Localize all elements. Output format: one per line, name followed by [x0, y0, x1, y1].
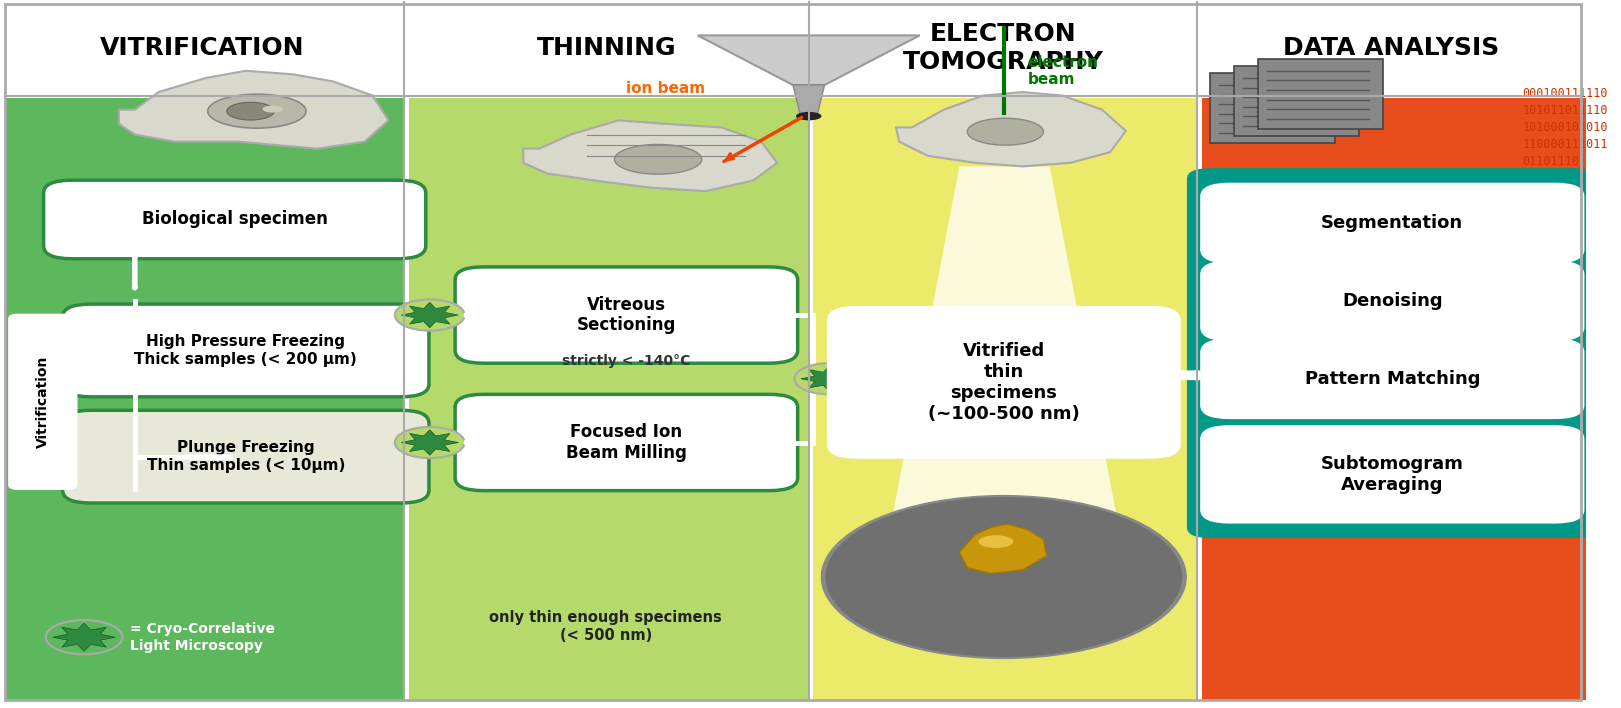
- Circle shape: [396, 299, 465, 331]
- FancyBboxPatch shape: [1209, 73, 1336, 143]
- Text: ion beam: ion beam: [626, 81, 705, 96]
- FancyBboxPatch shape: [1201, 426, 1584, 523]
- Polygon shape: [400, 302, 459, 328]
- Polygon shape: [801, 366, 858, 392]
- FancyBboxPatch shape: [1258, 59, 1383, 129]
- Text: Plunge Freezing
Thin samples (< 10μm): Plunge Freezing Thin samples (< 10μm): [146, 440, 345, 473]
- Text: = Cryo-Correlative
Light Microscopy: = Cryo-Correlative Light Microscopy: [130, 622, 276, 653]
- FancyBboxPatch shape: [1234, 66, 1358, 136]
- FancyBboxPatch shape: [5, 2, 1580, 96]
- Text: THINNING: THINNING: [537, 36, 676, 59]
- FancyBboxPatch shape: [828, 307, 1178, 457]
- Polygon shape: [896, 92, 1127, 166]
- Text: Subtomogram
Averaging: Subtomogram Averaging: [1321, 455, 1464, 493]
- Text: only thin enough specimens
(< 500 nm): only thin enough specimens (< 500 nm): [490, 610, 721, 644]
- Text: Segmentation: Segmentation: [1321, 214, 1464, 232]
- Text: electron
beam: electron beam: [1028, 55, 1099, 87]
- Text: DATA ANALYSIS: DATA ANALYSIS: [1284, 36, 1499, 59]
- Ellipse shape: [614, 144, 702, 174]
- FancyBboxPatch shape: [1203, 98, 1585, 700]
- Text: Vitrified
thin
specimens
(~100-500 nm): Vitrified thin specimens (~100-500 nm): [927, 342, 1080, 423]
- FancyBboxPatch shape: [63, 304, 430, 396]
- Circle shape: [822, 496, 1187, 658]
- Ellipse shape: [263, 105, 284, 113]
- Text: High Pressure Freezing
Thick samples (< 200 μm): High Pressure Freezing Thick samples (< …: [135, 334, 357, 367]
- Text: Focused Ion
Beam Milling: Focused Ion Beam Milling: [566, 423, 687, 462]
- Ellipse shape: [227, 103, 274, 120]
- Polygon shape: [52, 623, 115, 651]
- FancyBboxPatch shape: [1201, 183, 1584, 262]
- FancyBboxPatch shape: [5, 98, 404, 700]
- Ellipse shape: [796, 112, 822, 120]
- Text: VITRIFICATION: VITRIFICATION: [101, 36, 305, 59]
- Text: 000100111110
101011011110
101000101010
110000111011
01101110: 000100111110 101011011110 101000101010 1…: [1522, 87, 1608, 168]
- Text: Denoising: Denoising: [1342, 292, 1443, 310]
- Polygon shape: [960, 524, 1047, 573]
- Polygon shape: [118, 71, 389, 149]
- Text: Biological specimen: Biological specimen: [141, 210, 327, 229]
- FancyBboxPatch shape: [408, 98, 809, 700]
- Polygon shape: [697, 35, 919, 85]
- Circle shape: [827, 498, 1182, 656]
- Polygon shape: [400, 430, 459, 455]
- Text: ELECTRON
TOMOGRAPHY: ELECTRON TOMOGRAPHY: [903, 22, 1104, 74]
- FancyBboxPatch shape: [814, 98, 1198, 700]
- Polygon shape: [524, 120, 776, 191]
- Text: Vitreous
Sectioning: Vitreous Sectioning: [577, 296, 676, 334]
- FancyBboxPatch shape: [456, 394, 798, 491]
- Polygon shape: [880, 166, 1130, 581]
- Circle shape: [794, 363, 864, 394]
- FancyBboxPatch shape: [10, 315, 76, 489]
- Text: Pattern Matching: Pattern Matching: [1305, 370, 1480, 388]
- Text: Vitrification: Vitrification: [36, 356, 50, 448]
- FancyBboxPatch shape: [1201, 262, 1584, 341]
- Polygon shape: [793, 85, 825, 117]
- FancyBboxPatch shape: [1187, 168, 1598, 538]
- Ellipse shape: [207, 94, 306, 128]
- Circle shape: [396, 427, 465, 458]
- Ellipse shape: [968, 118, 1044, 145]
- Circle shape: [45, 620, 123, 654]
- Text: strictly < -140°C: strictly < -140°C: [562, 354, 691, 368]
- FancyBboxPatch shape: [456, 267, 798, 363]
- FancyBboxPatch shape: [1201, 340, 1584, 418]
- FancyBboxPatch shape: [63, 411, 430, 503]
- FancyBboxPatch shape: [44, 181, 426, 259]
- Ellipse shape: [979, 535, 1013, 548]
